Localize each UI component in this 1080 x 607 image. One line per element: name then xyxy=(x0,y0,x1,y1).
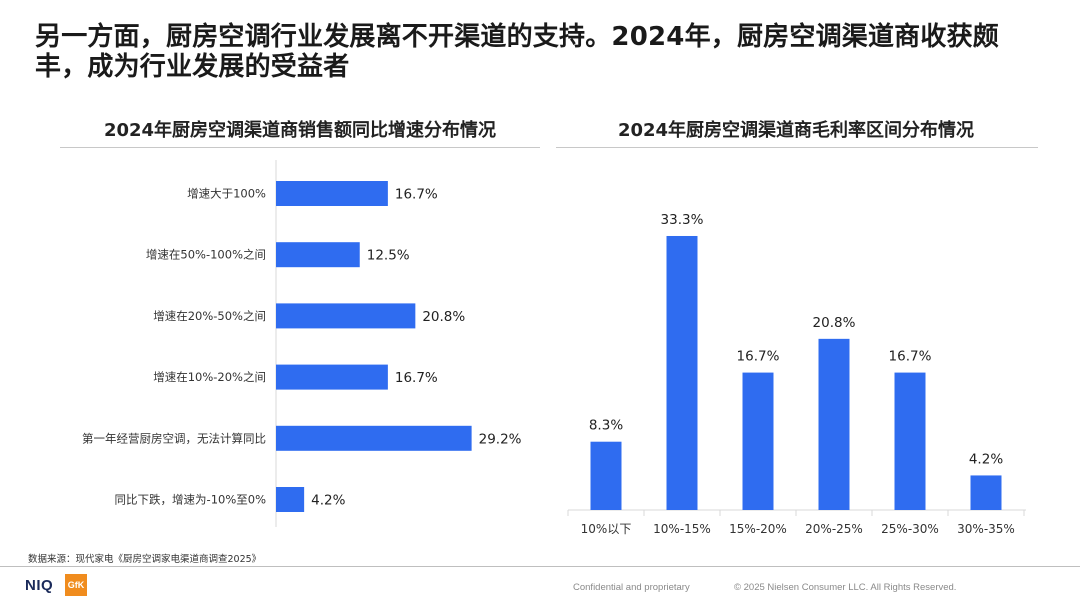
data-source-note: 数据来源：现代家电《厨房空调家电渠道商调查2025》 xyxy=(28,554,262,565)
vbar-bar xyxy=(970,475,1002,510)
sales-growth-bar-chart: 增速大于100% 16.7% 增速在50%-100%之间 12.5% 增速在20%-50… xyxy=(82,160,522,527)
vbar-category-label: 10%-15% xyxy=(653,522,711,536)
hbar-bar xyxy=(276,242,360,268)
niq-logo: NIQ xyxy=(25,577,54,594)
hbar-bar xyxy=(276,425,472,451)
vbar-bar xyxy=(590,441,622,510)
hbar-value-label: 16.7% xyxy=(395,187,438,203)
gross-margin-bar-chart: 8.3% 10%以下 33.3% 10%-15% 16.7% 15%-20% 20.8% 20… xyxy=(567,212,1026,536)
hbar-category-label: 增速在50%-100%之间 xyxy=(146,248,266,262)
vbar-category-label: 25%-30% xyxy=(881,522,939,536)
gfk-logo: GfK xyxy=(65,574,87,596)
left-title-divider xyxy=(60,147,540,148)
right-title-divider xyxy=(556,147,1038,148)
vbar-value-label: 16.7% xyxy=(889,349,932,365)
vbar-bar xyxy=(742,372,774,510)
vbar-value-label: 4.2% xyxy=(969,451,1003,467)
hbar-value-label: 16.7% xyxy=(395,370,438,386)
hbar-bar xyxy=(276,487,305,512)
left-chart-title: 2024年厨房空调渠道商销售额同比增速分布情况 xyxy=(103,120,497,141)
hbar-value-label: 29.2% xyxy=(479,431,522,447)
hbar-bar xyxy=(276,303,416,329)
vbar-category-label: 15%-20% xyxy=(729,522,787,536)
page-headline: 另一方面，厨房空调行业发展离不开渠道的支持。2024年，厨房空调渠道商收获颇丰，… xyxy=(35,22,999,82)
hbar-category-label: 增速在20%-50%之间 xyxy=(153,309,266,323)
hbar-category-label: 第一年经营厨房空调，无法计算同比 xyxy=(82,431,266,445)
vbar-value-label: 33.3% xyxy=(661,212,704,228)
hbar-category-label: 增速大于100% xyxy=(187,187,266,201)
vbar-category-label: 10%以下 xyxy=(581,522,632,536)
vbar-value-label: 16.7% xyxy=(737,349,780,365)
footer-divider xyxy=(0,566,1080,567)
vbar-category-label: 30%-35% xyxy=(957,522,1015,536)
hbar-category-label: 同比下跌，增速为-10%至0% xyxy=(115,493,267,507)
hbar-bar xyxy=(276,181,388,206)
hbar-value-label: 4.2% xyxy=(311,493,345,509)
vbar-bar xyxy=(818,338,850,510)
right-chart-title: 2024年厨房空调渠道商毛利率区间分布情况 xyxy=(617,120,975,141)
hbar-bar xyxy=(276,364,388,390)
vbar-bar xyxy=(894,372,926,510)
vbar-category-label: 20%-25% xyxy=(805,522,863,536)
hbar-value-label: 20.8% xyxy=(422,309,465,325)
hbar-category-label: 增速在10%-20%之间 xyxy=(153,370,266,384)
vbar-value-label: 8.3% xyxy=(589,418,623,434)
vbar-value-label: 20.8% xyxy=(813,315,856,331)
vbar-bar xyxy=(666,235,698,510)
hbar-value-label: 12.5% xyxy=(367,248,410,264)
copyright-note: © 2025 Nielsen Consumer LLC. All Rights … xyxy=(734,582,957,593)
confidential-note: Confidential and proprietary xyxy=(573,582,690,593)
